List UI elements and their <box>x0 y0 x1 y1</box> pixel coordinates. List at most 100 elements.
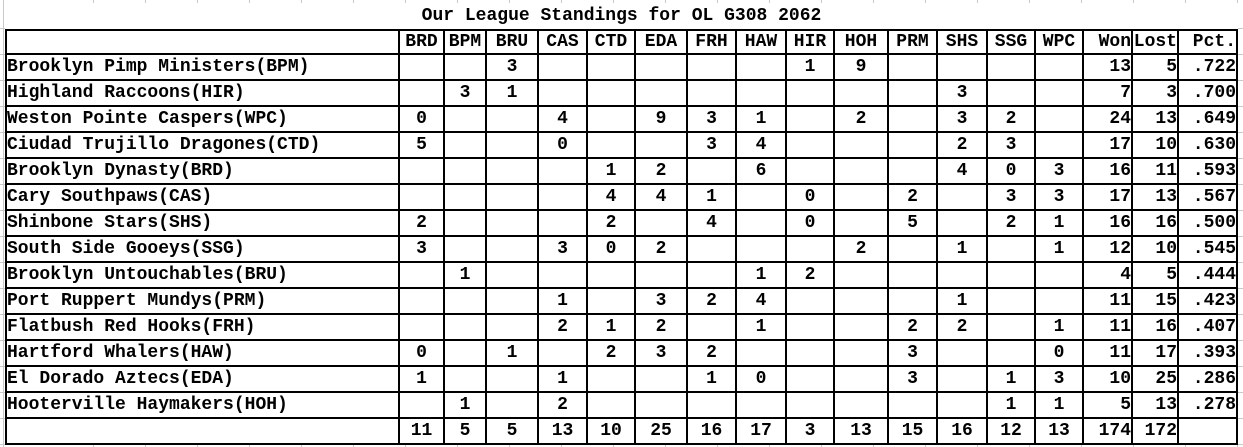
team-row: Brooklyn Pimp Ministers(BPM) 3 1 9 13 5.722 <box>5 53 1239 81</box>
stat-cell: 2 <box>586 339 636 367</box>
stat-cell <box>586 79 636 107</box>
stat-cell <box>586 131 636 159</box>
team-column-header <box>5 29 400 55</box>
stat-cell <box>833 261 889 289</box>
team-row: Ciudad Trujillo Dragones(CTD) 5 0 3 4 2 3 17 10.… <box>5 131 1239 159</box>
stat-cell <box>1034 79 1084 107</box>
stat-cell <box>398 391 445 419</box>
stat-cell <box>485 261 539 289</box>
team-row: El Dorado Aztecs(EDA) 1 1 1 0 3 1 3 10 25.286 <box>5 365 1239 393</box>
team-name-cell: Flatbush Red Hooks(FRH) <box>5 313 400 341</box>
stat-cell <box>986 339 1036 367</box>
stat-cell: 13 <box>537 417 588 445</box>
stat-cell <box>785 131 835 159</box>
stat-cell <box>537 261 588 289</box>
stat-cell <box>537 183 588 211</box>
column-header-bru: BRU <box>485 29 539 55</box>
stat-cell <box>485 235 539 263</box>
stat-cell: .722 <box>1176 53 1239 81</box>
header-row: BRD BPM BRU CAS CTD EDA FRH HAW HIR HOH PRM SHS SSG W… <box>5 29 1239 55</box>
stat-cell: 13 <box>1131 105 1179 133</box>
stat-cell <box>485 287 539 315</box>
stat-cell <box>537 157 588 185</box>
stat-cell <box>986 287 1036 315</box>
stat-cell <box>986 261 1036 289</box>
stat-cell: 3 <box>936 79 988 107</box>
stat-cell: 3 <box>537 235 588 263</box>
stat-cell <box>398 157 445 185</box>
stat-cell <box>686 79 737 107</box>
stat-cell: 5 <box>398 131 445 159</box>
stat-cell: 10 <box>1082 365 1133 393</box>
stat-cell: 2 <box>537 391 588 419</box>
stat-cell: 0 <box>537 131 588 159</box>
stat-cell <box>1176 417 1239 445</box>
stat-cell: 2 <box>833 235 889 263</box>
stat-cell: 0 <box>398 339 445 367</box>
stat-cell <box>537 53 588 81</box>
page-title: Our League Standings for OL G308 2062 <box>6 3 1238 31</box>
stat-cell <box>443 105 487 133</box>
stat-cell <box>686 53 737 81</box>
stat-cell <box>1034 287 1084 315</box>
stat-cell: 12 <box>1082 235 1133 263</box>
stat-cell: 1 <box>1034 209 1084 237</box>
team-row: Brooklyn Untouchables(BRU) 1 1 2 4 5.444 <box>5 261 1239 289</box>
stat-cell: 4 <box>634 183 688 211</box>
column-header-prm: PRM <box>887 29 938 55</box>
totals-row: 11 5 5 13 10 25 16 17 3 13 15 16 12 13 174 172 <box>5 417 1239 445</box>
stat-cell: 2 <box>887 183 938 211</box>
standings-table: Our League Standings for OL G308 2062 BR… <box>5 3 1239 445</box>
stat-cell <box>586 365 636 393</box>
stat-cell <box>785 287 835 315</box>
stat-cell <box>936 53 988 81</box>
stat-cell: 1 <box>986 391 1036 419</box>
stat-cell: .567 <box>1176 183 1239 211</box>
stat-cell: 3 <box>936 105 988 133</box>
stat-cell <box>485 391 539 419</box>
stat-cell: 0 <box>986 157 1036 185</box>
stat-cell: .407 <box>1176 313 1239 341</box>
stat-cell <box>887 53 938 81</box>
stat-cell: 3 <box>634 287 688 315</box>
stat-cell <box>443 53 487 81</box>
stat-cell <box>686 157 737 185</box>
stat-cell: 2 <box>887 313 938 341</box>
stat-cell <box>537 209 588 237</box>
team-row: Brooklyn Dynasty(BRD) 1 2 6 4 0 3 16 11.593 <box>5 157 1239 185</box>
stat-cell: 3 <box>634 339 688 367</box>
stat-cell: 2 <box>537 313 588 341</box>
stat-cell <box>398 79 445 107</box>
stat-cell: 5 <box>1131 53 1179 81</box>
stat-cell <box>634 53 688 81</box>
stat-cell <box>887 79 938 107</box>
column-header-lost: Lost <box>1131 29 1179 55</box>
stat-cell <box>936 209 988 237</box>
stat-cell <box>887 157 938 185</box>
column-header-haw: HAW <box>735 29 787 55</box>
stat-cell: 174 <box>1082 417 1133 445</box>
stat-cell: .630 <box>1176 131 1239 159</box>
stat-cell: .593 <box>1176 157 1239 185</box>
stat-cell <box>485 157 539 185</box>
stat-cell: 1 <box>735 261 787 289</box>
stat-cell <box>887 235 938 263</box>
stat-cell <box>686 235 737 263</box>
stat-cell <box>537 79 588 107</box>
column-header-wpc: WPC <box>1034 29 1084 55</box>
stat-cell: 1 <box>686 183 737 211</box>
stat-cell: 1 <box>1034 313 1084 341</box>
column-header-brd: BRD <box>398 29 445 55</box>
team-name-cell: Hartford Whalers(HAW) <box>5 339 400 367</box>
stat-cell: 15 <box>887 417 938 445</box>
stat-cell <box>443 209 487 237</box>
stat-cell: 11 <box>398 417 445 445</box>
stat-cell <box>537 339 588 367</box>
stat-cell <box>986 235 1036 263</box>
stat-cell: 15 <box>1131 287 1179 315</box>
stat-cell: .393 <box>1176 339 1239 367</box>
column-header-shs: SHS <box>936 29 988 55</box>
stat-cell: .278 <box>1176 391 1239 419</box>
stat-cell: 3 <box>485 53 539 81</box>
stat-cell <box>686 261 737 289</box>
